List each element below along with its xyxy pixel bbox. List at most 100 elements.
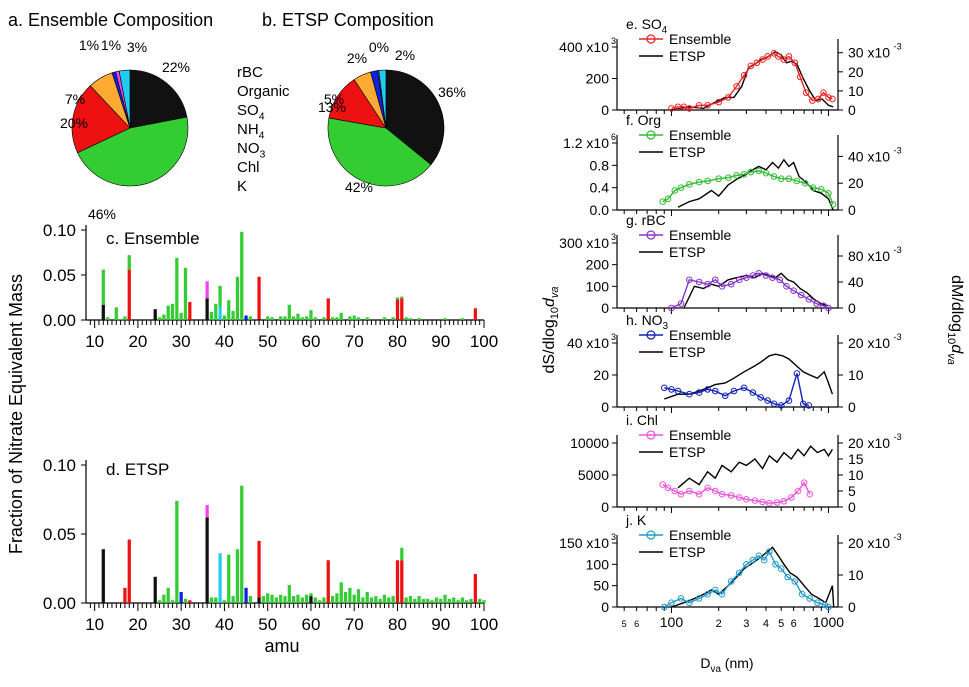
left-tick-label: 10000	[570, 435, 609, 451]
x-tick-label: 60	[301, 332, 320, 351]
ensemble-marker	[664, 484, 672, 492]
pie-slice-label: 5%	[324, 91, 344, 107]
bar-segment	[339, 582, 343, 603]
ensemble-marker	[791, 59, 799, 67]
ensemble-marker	[715, 175, 723, 183]
size-x-tick-label: 1000	[813, 614, 844, 630]
y-tick-label: 0.10	[43, 456, 76, 475]
left-tick-exponent: 3	[611, 232, 616, 242]
ensemble-marker	[797, 291, 805, 299]
ensemble-marker	[743, 561, 750, 568]
ensemble-marker	[743, 496, 750, 503]
bar-segment	[374, 596, 378, 603]
x-tick-label: 100	[470, 615, 498, 634]
right-tick-label: 40 x10	[848, 148, 890, 164]
right-tick-label: 80 x10	[848, 248, 890, 264]
bar-segment	[413, 598, 417, 603]
bar-segment	[365, 591, 369, 603]
bar-segment	[257, 276, 261, 320]
ensemble-marker	[825, 304, 832, 312]
ensemble-marker	[677, 300, 685, 307]
size-left-y-label: dS/dlog10dva	[541, 286, 561, 373]
ensemble-marker	[770, 173, 778, 180]
right-tick-label: 0	[848, 300, 856, 316]
right-tick-label: 0	[848, 599, 856, 615]
ensemble-marker	[671, 487, 679, 495]
bar-segment	[478, 598, 482, 603]
right-tick-label: 10	[848, 83, 864, 99]
bar-segment	[235, 549, 240, 603]
ensemble-marker	[730, 387, 738, 395]
bar-segment	[400, 560, 404, 603]
bar-segment	[209, 311, 214, 320]
bar-segment	[166, 587, 170, 603]
bar-segment	[395, 560, 400, 603]
bar-segment	[248, 596, 253, 603]
right-tick-label: 0	[848, 499, 856, 515]
right-tick-label: 0	[848, 202, 856, 218]
legend-etsp-label: ETSP	[669, 48, 706, 64]
pie-title: a. Ensemble Composition	[8, 10, 213, 30]
legend-ensemble-label: Ensemble	[669, 127, 731, 143]
bar-x-axis-label: amu	[264, 636, 299, 656]
bar-segment	[300, 317, 304, 320]
ensemble-marker	[764, 53, 771, 60]
ensemble-marker	[747, 168, 755, 176]
bar-segment	[482, 600, 486, 603]
right-tick-exponent: -3	[894, 432, 902, 442]
bar-segment	[309, 596, 313, 603]
left-tick-label: 0.8	[590, 157, 610, 173]
size-panel-title: h. NO3	[626, 312, 669, 332]
y-tick-label: 0.05	[43, 266, 76, 285]
pie-title: b. ETSP Composition	[262, 10, 434, 30]
left-tick-label: 1.2 x10	[563, 135, 609, 151]
bar-segment	[361, 597, 365, 603]
ensemble-marker	[821, 601, 829, 609]
y-tick-label: 0.05	[43, 525, 76, 544]
right-tick-exponent: -3	[894, 42, 902, 52]
legend-ensemble-label: Ensemble	[669, 527, 731, 543]
ensemble-marker	[755, 552, 763, 560]
pie-slice-label: 2%	[395, 47, 415, 63]
size-x-tick-label: 5	[622, 619, 627, 629]
bar-segment	[330, 317, 335, 320]
ensemble-marker	[668, 304, 675, 312]
pie-slice	[118, 69, 131, 129]
ensemble-marker	[704, 590, 711, 598]
ensemble-marker	[777, 175, 785, 183]
bar-segment	[348, 316, 352, 320]
legend-etsp-label: ETSP	[669, 144, 706, 160]
size-x-tick-label: 6	[791, 618, 797, 630]
ensemble-marker	[806, 490, 814, 498]
pie-slice	[385, 69, 445, 166]
pie-slice-label: 3%	[127, 39, 147, 55]
x-tick-label: 10	[85, 332, 104, 351]
ensemble-marker	[686, 390, 693, 398]
bar-segment	[123, 587, 127, 603]
species-legend-item: Organic	[237, 83, 290, 100]
ensemble-marker	[743, 274, 750, 281]
bar-segment	[408, 318, 413, 320]
ensemble-marker	[749, 389, 757, 396]
size-panel-title: f. Org	[626, 112, 661, 128]
left-tick-exponent: 6	[611, 132, 616, 142]
bar-segment	[369, 597, 374, 603]
bar-segment	[205, 298, 209, 320]
ensemble-marker	[677, 490, 685, 498]
ensemble-marker	[813, 300, 820, 307]
ensemble-marker	[764, 397, 771, 404]
x-tick-label: 50	[258, 332, 277, 351]
ensemble-marker	[805, 296, 813, 303]
ensemble-line	[671, 272, 829, 309]
left-tick-exponent: 3	[611, 532, 616, 542]
ensemble-marker	[809, 184, 817, 191]
bar-segment	[322, 317, 326, 320]
bar-segment	[395, 299, 400, 320]
bar-segment	[162, 314, 166, 320]
ensemble-marker	[704, 177, 711, 185]
bar-segment	[404, 317, 408, 320]
ensemble-marker	[686, 599, 693, 607]
ensemble-marker	[704, 280, 711, 288]
etsp-line	[664, 353, 834, 400]
ensemble-line	[663, 550, 829, 608]
